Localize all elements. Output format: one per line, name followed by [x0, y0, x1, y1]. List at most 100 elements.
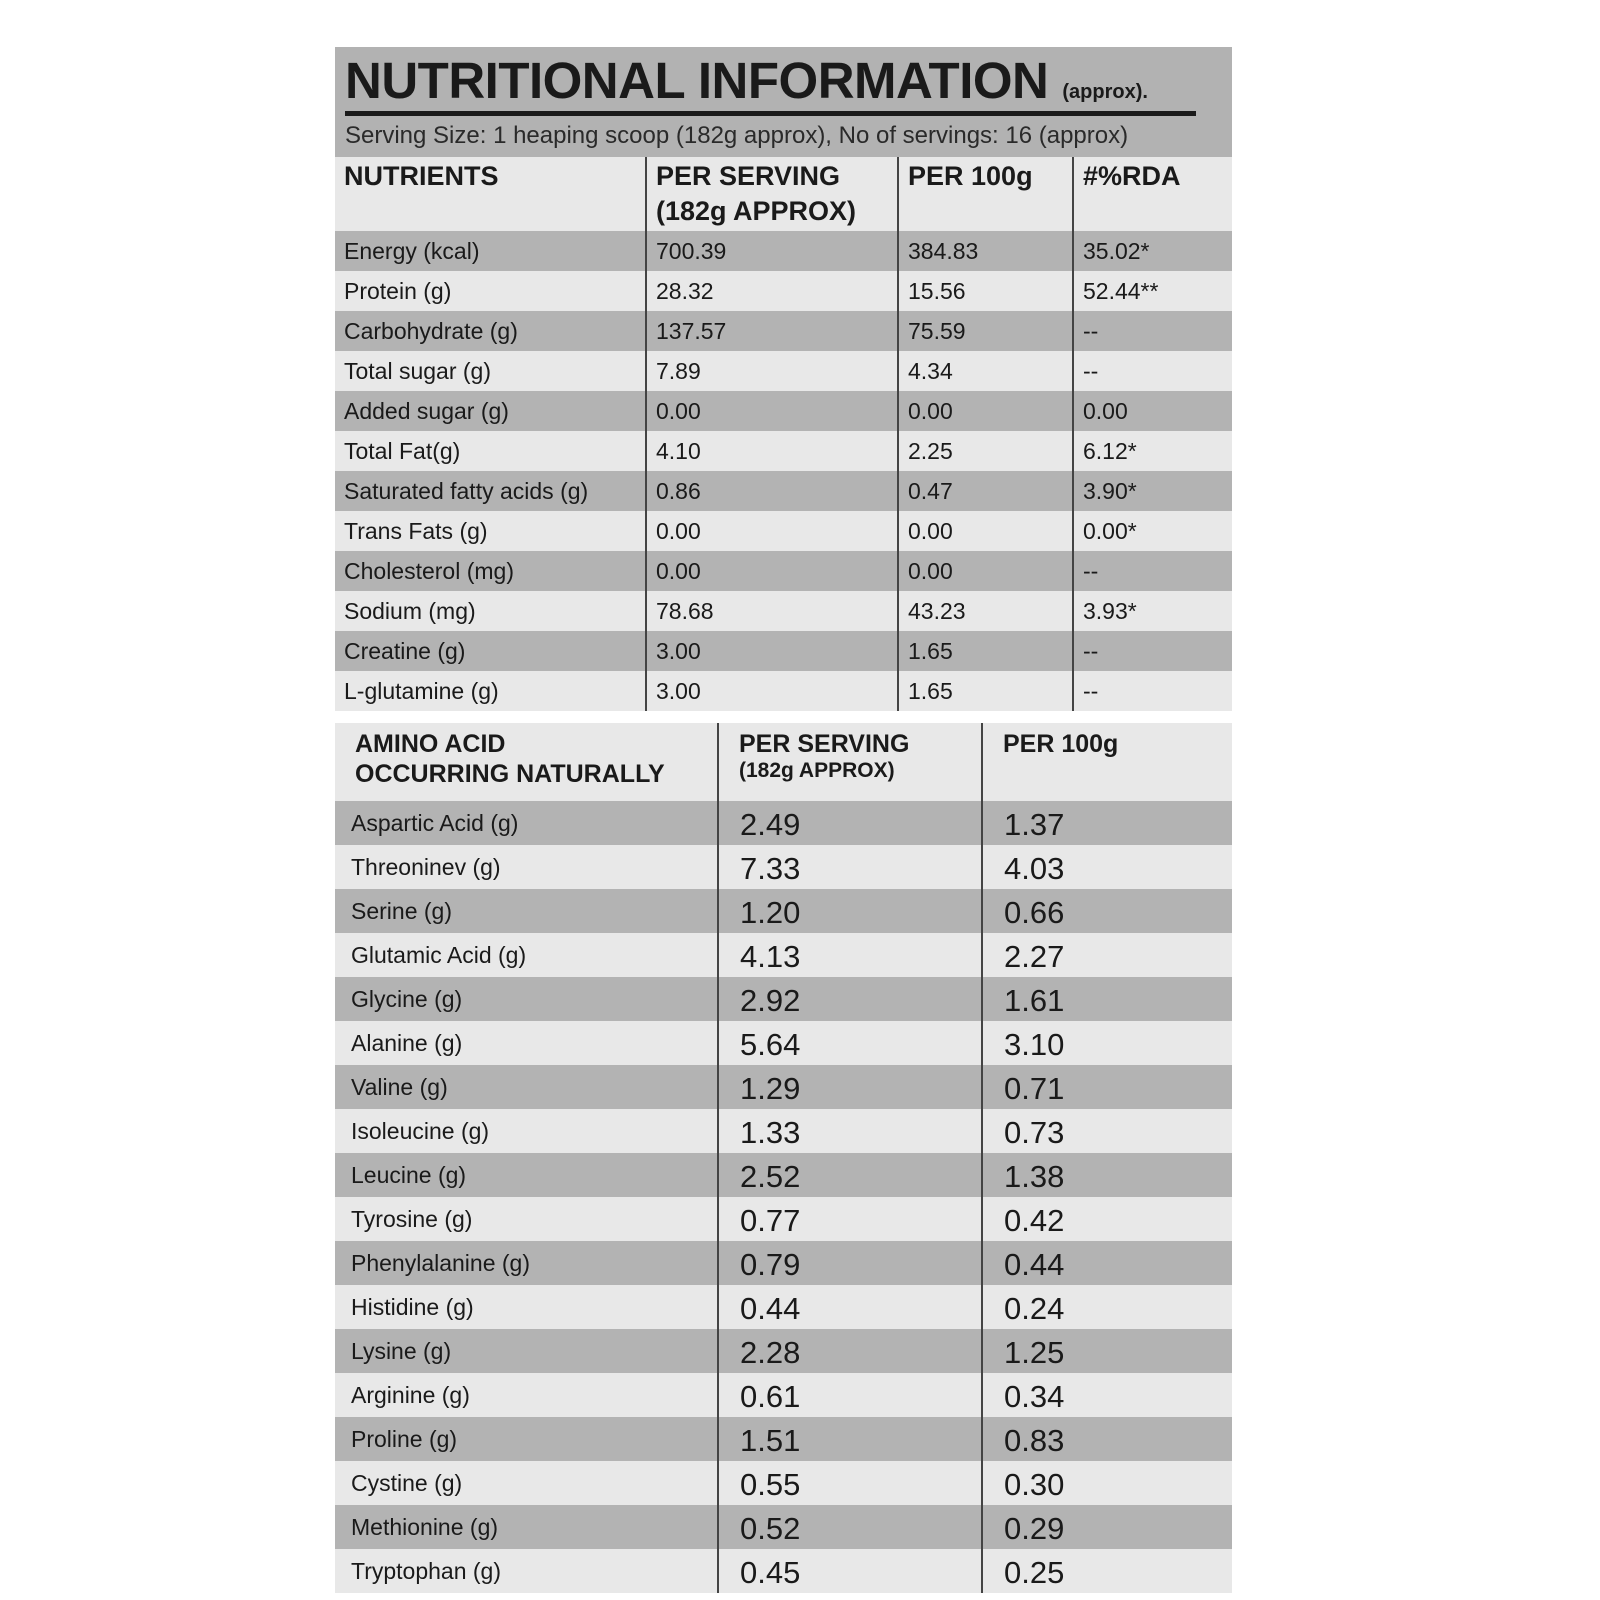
table-row: Threoninev (g) 7.33 4.03	[335, 845, 1232, 889]
col-amino-label: AMINO ACID	[355, 730, 506, 758]
table-row: Serine (g) 1.20 0.66	[335, 889, 1232, 933]
rda-value: 3.90*	[1072, 471, 1232, 511]
amino-acid-name: Phenylalanine (g)	[335, 1241, 718, 1285]
per-100g-value: 0.83	[981, 1417, 1232, 1461]
nutrition-label: NUTRITIONAL INFORMATION (approx). Serving…	[335, 47, 1232, 1593]
amino-acid-name: Alanine (g)	[335, 1021, 718, 1065]
table-row: Total Fat(g) 4.10 2.25 6.12*	[335, 431, 1232, 471]
table-row: Leucine (g) 2.52 1.38	[335, 1153, 1232, 1197]
col-per-serving: PER SERVING (182g APPROX)	[717, 723, 982, 801]
amino-acid-table: AMINO ACID OCCURRING NATURALLY PER SERVIN…	[335, 723, 1232, 1593]
per-100g-value: 43.23	[897, 591, 1073, 631]
per-serving-value: 0.52	[717, 1505, 982, 1549]
per-100g-value: 0.00	[897, 511, 1073, 551]
table-row: Added sugar (g) 0.00 0.00 0.00	[335, 391, 1232, 431]
per-100g-value: 4.03	[981, 845, 1232, 889]
per-serving-value: 0.45	[717, 1549, 982, 1593]
table-row: Protein (g) 28.32 15.56 52.44**	[335, 271, 1232, 311]
amino-acid-name: Lysine (g)	[335, 1329, 718, 1373]
amino-acid-name: Isoleucine (g)	[335, 1109, 718, 1153]
col-amino-sub: OCCURRING NATURALLY	[355, 760, 665, 788]
per-serving-value: 0.00	[645, 391, 898, 431]
per-serving-value: 0.44	[717, 1285, 982, 1329]
col-per-serving: PER SERVING (182g APPROX)	[645, 157, 898, 231]
title-band: NUTRITIONAL INFORMATION (approx). Serving…	[335, 47, 1232, 157]
per-100g-value: 0.42	[981, 1197, 1232, 1241]
per-100g-value: 0.47	[897, 471, 1073, 511]
nutrient-name: Total sugar (g)	[335, 351, 646, 391]
per-100g-value: 0.25	[981, 1549, 1232, 1593]
per-serving-value: 2.49	[717, 801, 982, 845]
per-100g-value: 0.71	[981, 1065, 1232, 1109]
per-100g-value: 15.56	[897, 271, 1073, 311]
per-serving-value: 2.52	[717, 1153, 982, 1197]
table-row: Carbohydrate (g) 137.57 75.59 --	[335, 311, 1232, 351]
table-row: Methionine (g) 0.52 0.29	[335, 1505, 1232, 1549]
amino-acid-name: Methionine (g)	[335, 1505, 718, 1549]
per-serving-value: 0.61	[717, 1373, 982, 1417]
per-100g-value: 2.27	[981, 933, 1232, 977]
per-serving-value: 0.79	[717, 1241, 982, 1285]
per-serving-value: 3.00	[645, 631, 898, 671]
nutrient-name: Cholesterol (mg)	[335, 551, 646, 591]
per-serving-value: 700.39	[645, 231, 898, 271]
per-100g-value: 0.34	[981, 1373, 1232, 1417]
nutrient-name: Creatine (g)	[335, 631, 646, 671]
per-serving-value: 137.57	[645, 311, 898, 351]
nutrient-name: L-glutamine (g)	[335, 671, 646, 711]
nutrient-name: Energy (kcal)	[335, 231, 646, 271]
per-serving-value: 0.55	[717, 1461, 982, 1505]
col-per-100g: PER 100g	[981, 723, 1232, 801]
rda-value: --	[1072, 351, 1232, 391]
nutrients-table: NUTRIENTS PER SERVING (182g APPROX) PER 1…	[335, 157, 1232, 711]
per-100g-value: 0.24	[981, 1285, 1232, 1329]
table-row: Isoleucine (g) 1.33 0.73	[335, 1109, 1232, 1153]
per-serving-value: 0.77	[717, 1197, 982, 1241]
table-row: Histidine (g) 0.44 0.24	[335, 1285, 1232, 1329]
rda-value: --	[1072, 551, 1232, 591]
per-100g-value: 0.44	[981, 1241, 1232, 1285]
nutrient-name: Trans Fats (g)	[335, 511, 646, 551]
per-serving-value: 0.00	[645, 551, 898, 591]
rda-value: 35.02*	[1072, 231, 1232, 271]
table-row: Alanine (g) 5.64 3.10	[335, 1021, 1232, 1065]
rda-value: --	[1072, 671, 1232, 711]
per-100g-value: 0.73	[981, 1109, 1232, 1153]
nutrient-name: Total Fat(g)	[335, 431, 646, 471]
per-100g-value: 1.25	[981, 1329, 1232, 1373]
amino-acid-name: Threoninev (g)	[335, 845, 718, 889]
table-row: Creatine (g) 3.00 1.65 --	[335, 631, 1232, 671]
amino-acid-name: Glutamic Acid (g)	[335, 933, 718, 977]
per-serving-value: 7.33	[717, 845, 982, 889]
per-100g-value: 4.34	[897, 351, 1073, 391]
table-row: Tryptophan (g) 0.45 0.25	[335, 1549, 1232, 1593]
table-row: Arginine (g) 0.61 0.34	[335, 1373, 1232, 1417]
amino-acid-name: Glycine (g)	[335, 977, 718, 1021]
per-100g-value: 384.83	[897, 231, 1073, 271]
table-row: Total sugar (g) 7.89 4.34 --	[335, 351, 1232, 391]
per-100g-value: 0.00	[897, 551, 1073, 591]
per-100g-value: 0.00	[897, 391, 1073, 431]
nutrient-name: Sodium (mg)	[335, 591, 646, 631]
table-row: Phenylalanine (g) 0.79 0.44	[335, 1241, 1232, 1285]
amino-acid-name: Aspartic Acid (g)	[335, 801, 718, 845]
header-row: AMINO ACID OCCURRING NATURALLY PER SERVIN…	[335, 723, 1232, 801]
per-100g-value: 1.61	[981, 977, 1232, 1021]
table-row: Valine (g) 1.29 0.71	[335, 1065, 1232, 1109]
per-100g-value: 1.37	[981, 801, 1232, 845]
amino-acid-name: Cystine (g)	[335, 1461, 718, 1505]
per-serving-value: 0.86	[645, 471, 898, 511]
table-row: Aspartic Acid (g) 2.49 1.37	[335, 801, 1232, 845]
amino-acid-name: Valine (g)	[335, 1065, 718, 1109]
per-serving-value: 1.51	[717, 1417, 982, 1461]
table-row: Sodium (mg) 78.68 43.23 3.93*	[335, 591, 1232, 631]
col-rda: #%RDA	[1072, 157, 1232, 231]
table-row: Tyrosine (g) 0.77 0.42	[335, 1197, 1232, 1241]
amino-acid-name: Proline (g)	[335, 1417, 718, 1461]
col-per-serving-label: PER SERVING	[656, 161, 841, 191]
per-serving-value: 2.28	[717, 1329, 982, 1373]
title-divider	[345, 111, 1196, 116]
per-100g-value: 0.66	[981, 889, 1232, 933]
rda-value: 52.44**	[1072, 271, 1232, 311]
amino-acid-name: Tyrosine (g)	[335, 1197, 718, 1241]
